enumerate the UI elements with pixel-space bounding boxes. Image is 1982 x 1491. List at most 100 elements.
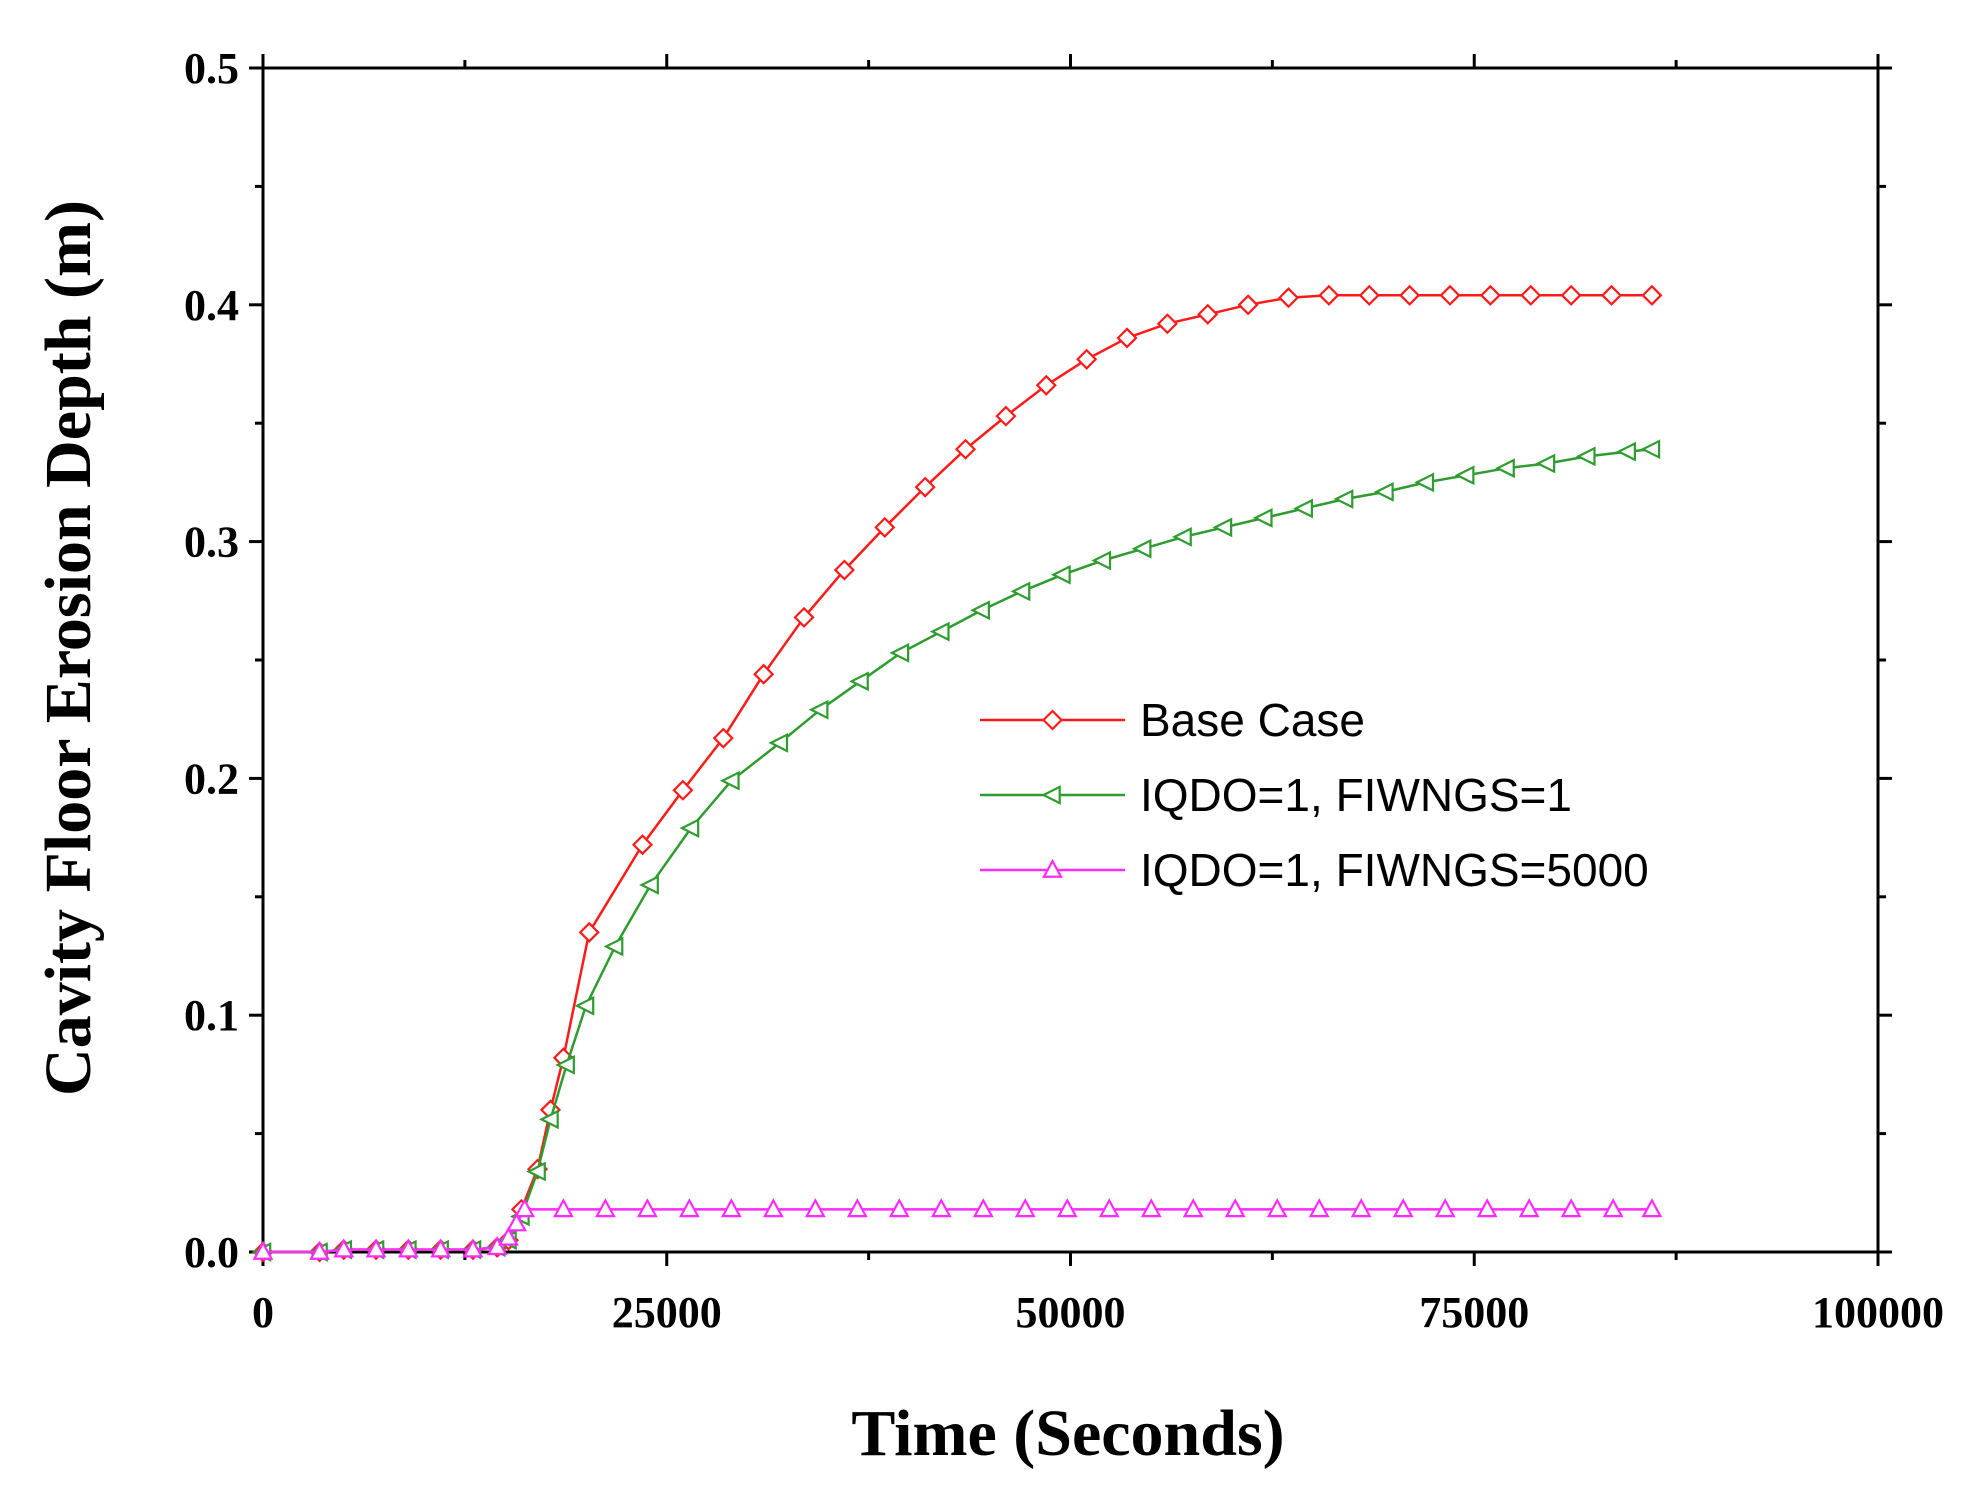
data-point <box>719 770 740 791</box>
data-point <box>1392 1198 1414 1218</box>
legend-label: IQDO=1, FIWNGS=1 <box>1140 769 1572 821</box>
data-point <box>833 559 855 581</box>
legend-label: IQDO=1, FIWNGS=5000 <box>1140 844 1649 896</box>
series-layer <box>251 284 1663 1263</box>
data-point <box>1495 458 1515 479</box>
data-point <box>1560 284 1582 306</box>
data-point <box>1050 564 1071 585</box>
data-point <box>309 1240 330 1260</box>
y-tick-label: 0.4 <box>184 281 239 330</box>
data-point <box>1035 374 1057 396</box>
data-point <box>1014 1198 1036 1218</box>
data-point <box>574 995 595 1016</box>
data-point <box>1156 313 1178 335</box>
y-axis-title: Cavity Floor Erosion Depth (m) <box>32 200 105 1096</box>
legend-marker <box>1042 858 1063 878</box>
data-point <box>1293 498 1313 519</box>
data-point <box>1308 1198 1330 1218</box>
data-point <box>1212 517 1233 538</box>
data-point <box>1277 287 1300 309</box>
data-point <box>639 875 659 895</box>
axis-ticks: 0 25000 50000 75000 100000 0.0 0.1 0.2 0.3 0.4 0.5 <box>184 44 1944 1337</box>
data-point <box>1518 1198 1540 1218</box>
data-point <box>849 671 869 692</box>
data-point <box>1373 481 1394 502</box>
y-tick-label: 0.3 <box>184 518 239 567</box>
data-point <box>808 699 829 720</box>
data-point <box>539 1109 559 1130</box>
data-point <box>678 1198 700 1218</box>
data-point <box>1479 284 1501 306</box>
data-point <box>1358 284 1380 306</box>
data-point <box>552 1198 574 1218</box>
legend-label: Base Case <box>1140 694 1365 746</box>
data-point <box>1616 441 1636 462</box>
legend: Base Case IQDO=1, FIWNGS=1 IQDO=1, FIWNGS=… <box>980 694 1649 896</box>
data-point <box>365 1238 387 1258</box>
legend-marker <box>1041 709 1064 731</box>
data-point <box>1434 1198 1456 1218</box>
data-point <box>498 1226 519 1246</box>
data-point <box>1318 284 1340 306</box>
data-point <box>914 476 936 498</box>
data-point <box>1560 1198 1582 1218</box>
data-point <box>636 1198 658 1218</box>
data-point <box>768 733 789 753</box>
data-point <box>720 1198 742 1218</box>
data-point <box>762 1198 784 1218</box>
data-point <box>712 727 734 749</box>
data-point <box>753 663 775 685</box>
data-point <box>555 1055 575 1075</box>
data-point <box>972 1198 994 1218</box>
x-tick-label: 0 <box>252 1288 274 1337</box>
data-point <box>888 1198 910 1218</box>
plot-area-border <box>261 66 1880 1254</box>
data-point <box>1476 1198 1498 1218</box>
data-point <box>1641 1198 1663 1218</box>
data-point <box>995 405 1017 427</box>
y-tick-label: 0.0 <box>184 1228 239 1277</box>
data-point <box>1600 284 1623 306</box>
data-point <box>462 1238 484 1258</box>
data-point <box>804 1198 826 1218</box>
data-point <box>430 1238 452 1258</box>
data-point <box>1182 1198 1204 1218</box>
data-point <box>514 1198 536 1218</box>
data-point <box>486 1235 508 1256</box>
data-point <box>1140 1198 1162 1218</box>
plot-frame <box>261 66 1880 1254</box>
data-point <box>930 1198 952 1218</box>
data-point <box>578 921 600 943</box>
data-point <box>954 438 977 460</box>
data-point <box>1641 284 1663 306</box>
data-point <box>1333 489 1354 509</box>
data-point <box>1056 1198 1078 1218</box>
x-tick-label: 100000 <box>1812 1288 1944 1337</box>
data-point <box>793 606 815 628</box>
data-point <box>603 936 624 957</box>
data-point <box>1098 1198 1120 1218</box>
data-point <box>1172 526 1192 547</box>
x-tick-label: 50000 <box>1016 1288 1126 1337</box>
data-point <box>970 600 990 621</box>
data-point <box>1237 294 1259 316</box>
series-3 <box>252 1198 1663 1260</box>
data-point <box>1116 327 1138 349</box>
data-point <box>672 779 694 801</box>
legend-marker <box>1041 785 1061 805</box>
data-point <box>1010 581 1031 602</box>
data-point <box>1399 284 1421 306</box>
y-tick-label: 0.1 <box>184 991 239 1040</box>
data-point <box>1454 465 1475 486</box>
data-point <box>929 621 950 642</box>
data-point <box>594 1198 616 1218</box>
data-point <box>846 1198 868 1218</box>
data-point <box>1076 348 1098 370</box>
data-point <box>1575 446 1596 467</box>
data-point <box>1414 472 1435 493</box>
data-point <box>1091 550 1112 571</box>
data-point <box>333 1238 355 1258</box>
data-point <box>679 818 700 839</box>
data-point <box>631 834 654 856</box>
